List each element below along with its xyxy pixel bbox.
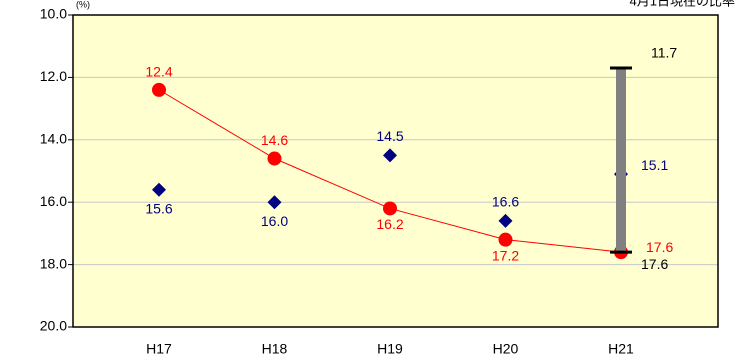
x-tick-label: H21 bbox=[608, 341, 634, 357]
y-tick-label: 10.0 bbox=[40, 6, 67, 22]
diamond-point bbox=[498, 213, 513, 228]
data-label: 17.2 bbox=[492, 247, 519, 263]
y-tick-label: 16.0 bbox=[40, 193, 67, 209]
unit-label: (%) bbox=[76, 0, 90, 9]
range-bar bbox=[616, 68, 626, 253]
line-point bbox=[383, 201, 397, 216]
y-tick-label: 14.0 bbox=[40, 131, 67, 147]
data-label: 15.6 bbox=[145, 200, 172, 216]
diamond-point bbox=[267, 195, 282, 210]
y-tick-label: 18.0 bbox=[40, 255, 67, 271]
data-label: 15.1 bbox=[641, 157, 668, 173]
line-point bbox=[498, 232, 513, 247]
data-label: 14.6 bbox=[261, 132, 288, 148]
range-label: 17.6 bbox=[641, 256, 668, 272]
range-label: 11.7 bbox=[651, 45, 677, 61]
plot-frame bbox=[72, 14, 719, 328]
x-tick-label: H19 bbox=[377, 341, 403, 357]
data-label: 16.6 bbox=[492, 194, 519, 210]
data-label: 14.5 bbox=[376, 128, 403, 144]
x-tick-label: H18 bbox=[262, 341, 288, 357]
x-tick-label: H17 bbox=[146, 341, 172, 357]
line-point bbox=[152, 82, 166, 97]
diamond-point bbox=[383, 148, 397, 163]
x-tick-label: H20 bbox=[493, 341, 519, 357]
note: 4月1日現在の比率 bbox=[630, 0, 735, 8]
data-label: 17.6 bbox=[646, 239, 673, 255]
line-point bbox=[267, 151, 282, 166]
data-label: 16.2 bbox=[376, 216, 403, 232]
diamond-point bbox=[152, 182, 166, 197]
y-tick-label: 20.0 bbox=[40, 318, 67, 334]
y-tick-label: 12.0 bbox=[40, 68, 67, 84]
data-label: 16.0 bbox=[261, 213, 288, 229]
data-label: 12.4 bbox=[145, 64, 172, 80]
